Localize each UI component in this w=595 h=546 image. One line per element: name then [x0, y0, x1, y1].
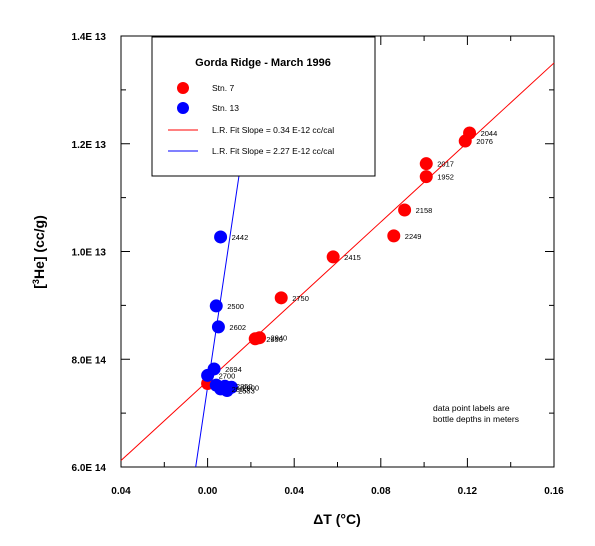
data-point-stn13: [214, 230, 228, 244]
y-tick-label: 1.0E 13: [72, 248, 107, 259]
point-label: 2940: [271, 334, 288, 343]
point-label: 2850: [236, 382, 253, 391]
legend-title: Gorda Ridge - March 1996: [195, 57, 331, 69]
legend-marker-stn7: [177, 82, 189, 94]
legend-marker-stn13: [177, 102, 189, 114]
data-point-stn13: [211, 320, 225, 334]
point-label: 1952: [437, 173, 454, 182]
x-tick-label: 0.04: [111, 486, 131, 497]
point-label: 2950: [266, 335, 283, 344]
data-point-stn13: [220, 383, 234, 397]
fit-line-red: [120, 62, 555, 461]
x-tick-label: 0.00: [198, 486, 218, 497]
y-tick-label: 8.0E 14: [72, 355, 107, 366]
legend-label-stn13: Stn. 13: [212, 103, 239, 113]
data-point-stn7: [419, 170, 433, 184]
y-tick-label: 6.0E 14: [72, 463, 107, 474]
data-point-stn7: [387, 229, 401, 243]
point-label: 2500: [227, 302, 244, 311]
data-point-stn7: [463, 126, 477, 140]
data-point-stn13: [209, 299, 223, 313]
point-label: 2700: [219, 371, 236, 380]
point-label: 2750: [292, 294, 309, 303]
y-axis-title: [3He] (cc/g): [31, 215, 47, 288]
tick-labels: 0.04 0.00 0.04 0.08 0.12 0.16 6.0E 14 8.0E 14 1.…: [72, 32, 565, 497]
point-label: 2158: [416, 206, 433, 215]
point-label: 2533: [238, 386, 255, 395]
point-label: 2044: [481, 129, 498, 138]
y-tick-label: 1.2E 13: [72, 140, 107, 151]
point-label: 2800: [232, 385, 249, 394]
legend: Gorda Ridge - March 1996 Stn. 7 Stn. 13 …: [151, 36, 376, 177]
note-line-2: bottle depths in meters: [433, 414, 519, 424]
point-label: 2694: [225, 365, 242, 374]
legend-label-fit-blue: L.R. Fit Slope = 2.27 E-12 cc/cal: [212, 146, 334, 156]
legend-label-fit-red: L.R. Fit Slope = 0.34 E-12 cc/cal: [212, 125, 334, 135]
point-label: 2249: [405, 232, 422, 241]
legend-box: [151, 36, 376, 177]
data-point-stn7: [398, 203, 412, 217]
y-tick-label: 1.4E 13: [72, 32, 107, 43]
point-label: 2076: [476, 137, 493, 146]
point-label: 2602: [229, 323, 246, 332]
data-point-stn13: [201, 368, 215, 382]
point-label: 2415: [344, 253, 361, 262]
data-points: [201, 126, 477, 397]
data-point-stn7: [326, 250, 340, 264]
note-line-1: data point labels are: [433, 403, 510, 413]
data-point-stn7: [419, 157, 433, 171]
data-point-stn7: [253, 331, 267, 345]
x-tick-label: 0.04: [284, 486, 304, 497]
x-tick-label: 0.08: [371, 486, 391, 497]
x-tick-label: 0.12: [458, 486, 478, 497]
x-axis-title: ΔT (°C): [313, 511, 361, 527]
point-label: 2900: [242, 383, 259, 392]
data-point-stn7: [274, 291, 288, 305]
point-label: 2442: [232, 233, 249, 242]
legend-label-stn7: Stn. 7: [212, 83, 234, 93]
point-label: 2017: [437, 160, 454, 169]
x-tick-label: 0.16: [544, 486, 564, 497]
